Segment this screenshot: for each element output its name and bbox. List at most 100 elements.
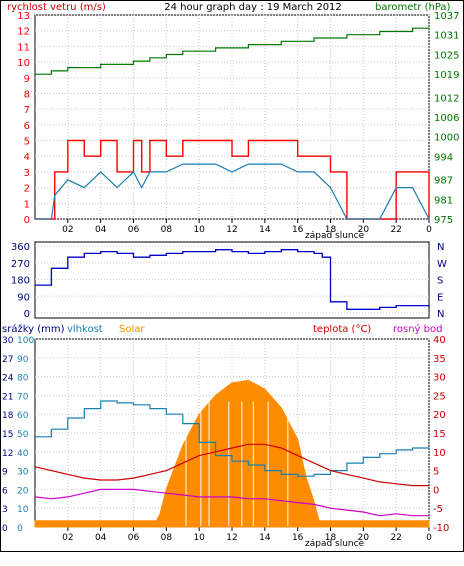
panel1-pressure-tick-label: 1031 [434,31,459,42]
panel3-x-tick-label: 16 [292,533,304,543]
panel1-wind-tick-label: 7 [24,105,30,116]
panel2-compass-label: W [437,259,447,270]
panel3-humidity-tick-label: 20 [17,486,29,496]
panel3-x-tick-label: 12 [226,533,237,543]
panel1-wind-tick-label: 10 [17,58,30,69]
panel1-pressure-tick-label: 1000 [434,133,459,144]
panel3-rain-tick-label: 21 [2,392,13,402]
panel1-wind-tick-label: 0 [24,215,30,226]
panel3-rain-tick-label: 0 [2,524,8,534]
panel1-pressure-tick-label: 1019 [434,70,459,81]
panel3-rain-tick-label: 3 [2,505,8,515]
panel2-compass-label: S [437,276,443,287]
panel1-pressure-axis: 975 981 987 994 1000 1006 1012 1019 1025 1031 1037 [434,11,459,226]
panel2-direction-tick-label: 270 [11,259,30,270]
panel3-temperature-tick-label: 35 [433,354,446,365]
panel1-pressure-tick-label: 1006 [434,113,459,124]
dewpoint-line [34,488,429,517]
panel1-right-axis-label: barometr (hPa) [375,2,451,13]
panel3-rain-tick-label: 6 [2,486,8,496]
panel1-wind-tick-label: 12 [17,27,30,38]
panel2-direction-axis: 360 270 180 90 0 [11,242,30,320]
panel1-wind-tick-label: 6 [24,121,30,132]
panel1-x-tick-label: 18 [325,225,337,235]
panel3-temperature-tick-label: 25 [433,391,446,402]
panel2-compass-label: N [437,309,444,320]
panel1-wind-tick-label: 4 [24,152,30,163]
panel2-compass-label: N [437,242,444,253]
panel3-x-tick-label: 10 [193,533,205,543]
humidity-line [35,400,429,477]
panel2-direction-tick-label: 0 [24,309,30,320]
panel3-rain-tick-label: 30 [2,336,14,346]
panel3-rain-tick-label: 27 [2,355,13,365]
panel1-sunset-label: západ slunce [305,231,365,241]
panel3-temperature-tick-label: 40 [433,335,446,346]
panel3-humidity-tick-label: 80 [17,374,29,384]
panel2-direction-tick-label: 360 [11,242,30,253]
panel3-humidity-tick-label: 90 [17,355,29,365]
panel3-humidity-tick-label: 10 [17,505,29,515]
panel3-x-tick-label: 0 [426,533,432,543]
panel3-temperature-tick-label: 5 [433,467,439,478]
panel3-left-axes: 0003101506203009304501240600155075018609… [2,336,34,534]
panel3-humidity-tick-label: 60 [17,411,29,421]
panel1-series [35,27,430,220]
panel1-pressure-tick-label: 981 [434,195,453,206]
panel3-humidity-tick-label: 30 [17,468,29,478]
panel3-rain-tick-label: 24 [2,374,14,384]
panel1-x-tick-label: 12 [226,225,237,235]
panel1-wind-tick-label: 3 [24,168,30,179]
wind-gust-line [35,139,430,220]
panel2-direction-tick-label: 90 [17,292,30,303]
panel3-x-tick-label: 20 [358,533,370,543]
panel1-x-tick-label: 02 [62,225,73,235]
panel1-x-tick-label: 06 [128,225,140,235]
panel1-x-tick-label: 08 [161,225,173,235]
panel1-x-tick-label: 16 [292,225,304,235]
panel1-x-tick-label: 04 [95,225,107,235]
wind-speed-line [35,163,430,220]
panel2-plot-area [34,241,430,319]
panel1-title: 24 hour graph day : 19 March 2012 [164,2,342,13]
panel3-x-tick-label: 08 [161,533,173,543]
temperature-line [34,443,429,487]
panel1-pressure-tick-label: 975 [434,215,453,226]
panel3-series [34,379,430,528]
panel3-temperature-tick-label: 20 [433,410,446,421]
panel3-humidity-tick-label: 70 [17,392,29,402]
panel1-time-axis: 02 04 06 08 10 12 14 16 18 20 22 0 [62,219,432,235]
panel2-compass-label: E [437,292,443,303]
panel3-humidity-tick-label: 50 [17,430,29,440]
panel1-pressure-tick-label: 1012 [434,93,459,104]
panel1-wind-tick-label: 5 [24,137,30,148]
panel3-humidity-tick-label: 100 [17,336,34,346]
panel3-humidity-tick-label: 0 [17,524,23,534]
panel1-x-tick-label: 10 [193,225,205,235]
weather-graph-frame: rychlost vetru (m/s) 24 hour graph day :… [0,0,464,552]
panel1-pressure-tick-label: 987 [434,176,453,187]
panel1-wind-tick-label: 9 [24,74,30,85]
panel3-temperature-tick-label: 30 [433,373,446,384]
panel2-series [35,249,430,310]
panel3-rain-tick-label: 15 [2,430,13,440]
panel3-rain-tick-label: 9 [2,468,8,478]
panel1-x-tick-label: 22 [390,225,401,235]
weather-graph-canvas: rychlost vetru (m/s) 24 hour graph day :… [2,2,459,549]
panel1-pressure-tick-label: 1037 [434,11,459,22]
panel3-time-axis: 02 04 06 08 10 12 14 16 18 20 22 0 [62,527,432,543]
panel3-humidity-tick-label: 40 [17,449,29,459]
panel1-x-tick-label: 0 [426,225,432,235]
panel1-pressure-tick-label: 1025 [434,50,459,61]
panel1-wind-tick-label: 11 [17,42,30,53]
panel3-temperature-tick-label: 15 [433,429,446,440]
panel3-temperature-label: teplota (°C) [313,324,371,335]
panel3-rain-tick-label: 12 [2,449,13,459]
panel3-rain-label: srážky (mm) [2,323,65,335]
panel3-sunset-label: západ slunce [305,539,365,549]
panel3-x-tick-label: 02 [62,533,73,543]
panel3-rain-tick-label: 18 [2,411,14,421]
panel3-x-tick-label: 04 [95,533,107,543]
